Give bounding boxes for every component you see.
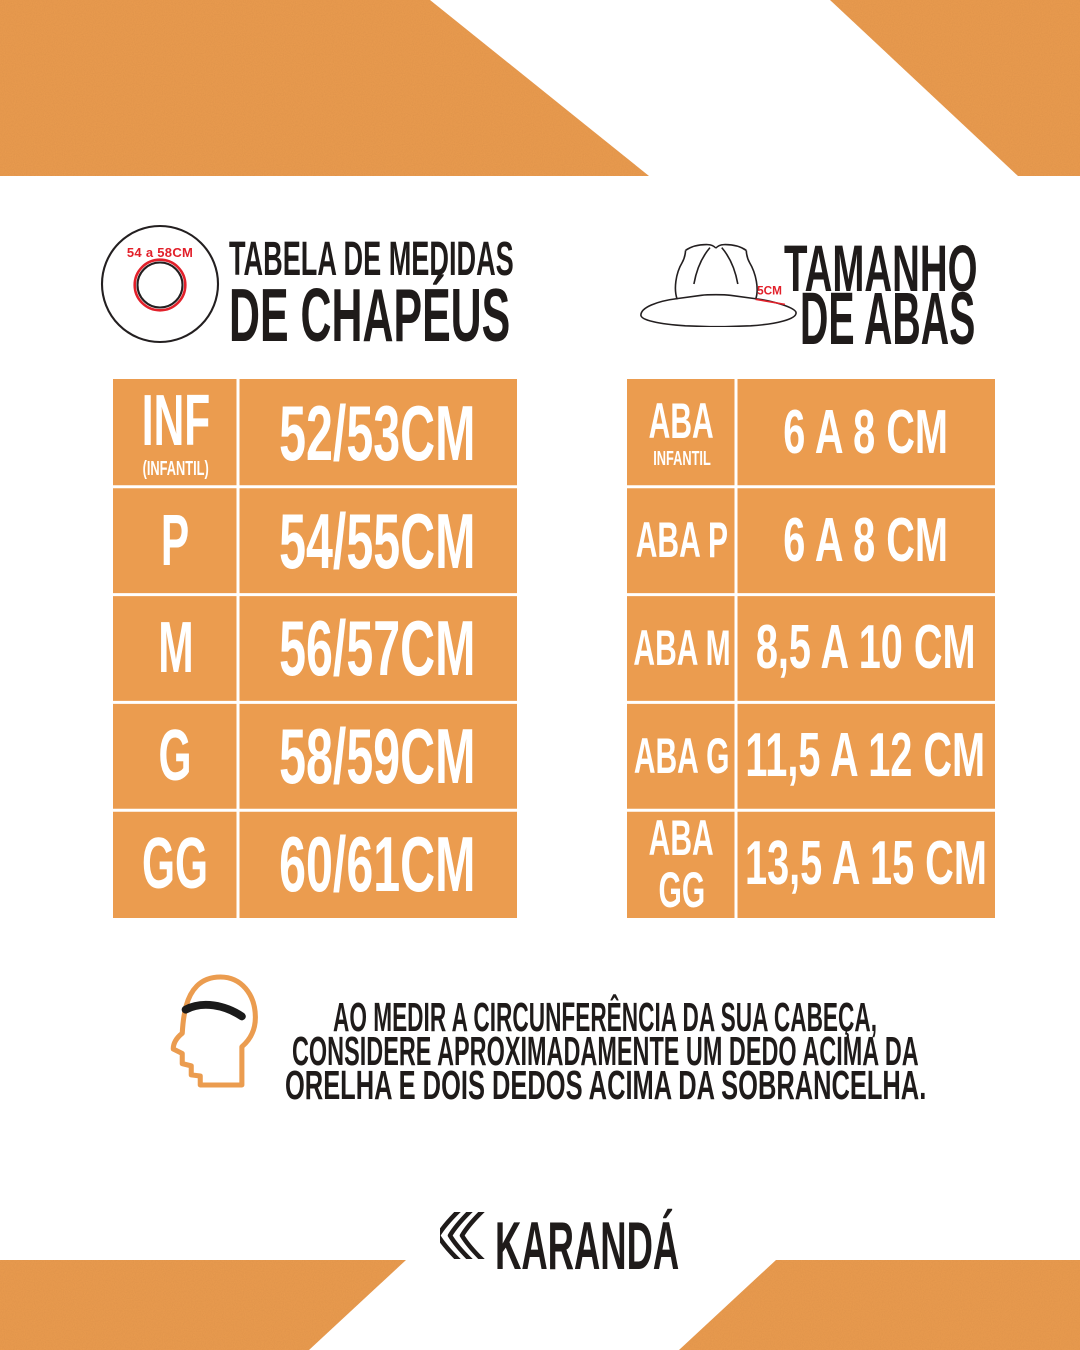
svg-text:5CM: 5CM (757, 285, 782, 298)
